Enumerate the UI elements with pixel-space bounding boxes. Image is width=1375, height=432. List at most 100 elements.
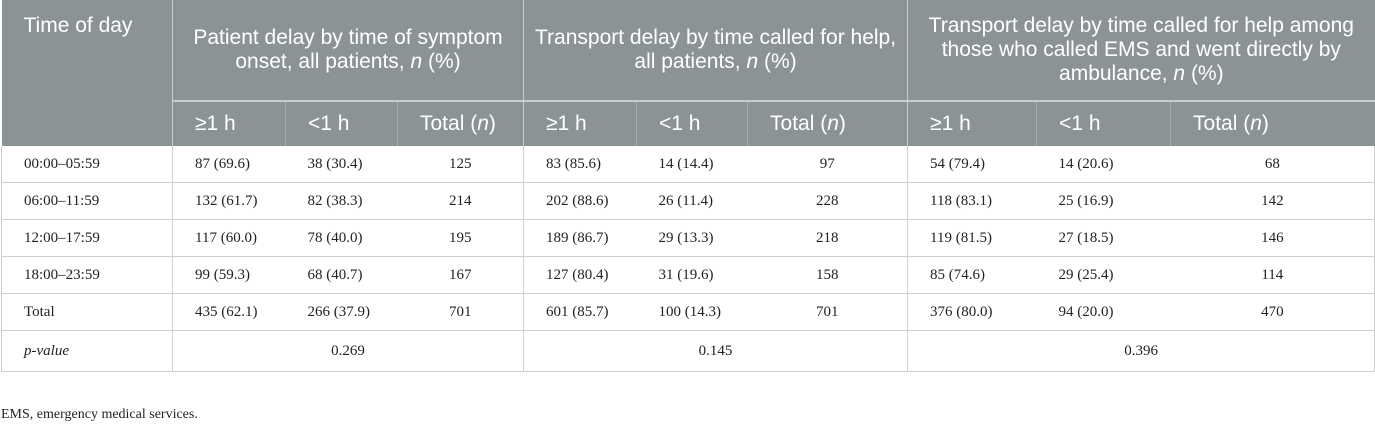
cell: 100 (14.3) — [636, 293, 748, 331]
text-piece: ) — [1261, 112, 1269, 135]
cell: 85 (74.6) — [907, 256, 1037, 294]
group-header: Transport delay by time called for help … — [907, 0, 1375, 102]
group-header: Transport delay by time called for help,… — [523, 0, 908, 102]
cell: 376 (80.0) — [907, 293, 1037, 331]
text-piece: <1 h — [308, 112, 350, 135]
text-piece: Transport delay by time called for help … — [928, 14, 1354, 85]
cell: 54 (79.4) — [907, 146, 1037, 183]
cell: 38 (30.4) — [285, 146, 398, 183]
cell: 146 — [1170, 219, 1375, 257]
cell: 118 (83.1) — [907, 182, 1037, 220]
text-piece: (%) — [422, 50, 461, 73]
text-piece: ) — [838, 112, 846, 135]
cell: 82 (38.3) — [285, 182, 398, 220]
p-value: 0.145 — [523, 330, 908, 372]
footnote: EMS, emergency medical services. — [1, 407, 198, 422]
data-row: 18:00–23:59 99 (59.3) 68 (40.7) 167 127 (80.… — [1, 256, 1375, 294]
cell: 83 (85.6) — [523, 146, 637, 183]
cell: 114 — [1170, 256, 1375, 294]
cell: 132 (61.7) — [172, 182, 286, 220]
p-value: 0.269 — [171, 330, 524, 372]
cell: 94 (20.0) — [1036, 293, 1171, 331]
text-piece: n — [827, 112, 839, 135]
cell: 167 — [397, 256, 524, 294]
subheader: Total (n) — [747, 101, 908, 146]
row-label: 12:00–17:59 — [1, 219, 173, 257]
cell: 26 (11.4) — [636, 182, 748, 220]
text-piece: n — [1173, 62, 1186, 85]
text-piece: n — [477, 112, 489, 135]
cell: 470 — [1170, 293, 1375, 331]
cell: 25 (16.9) — [1036, 182, 1171, 220]
subheader: <1 h — [285, 101, 398, 146]
subheader: <1 h — [636, 101, 748, 146]
text-piece: p — [24, 342, 32, 359]
cell: 266 (37.9) — [285, 293, 398, 331]
data-row: Total 435 (62.1) 266 (37.9) 701 601 (85.7) 10… — [1, 293, 1375, 331]
subheader: <1 h — [1036, 101, 1171, 146]
row-label: 06:00–11:59 — [1, 182, 173, 220]
cell: 127 (80.4) — [523, 256, 637, 294]
cell: 158 — [747, 256, 908, 294]
group-header: Patient delay by time of symptom onset, … — [171, 0, 524, 102]
cell: 435 (62.1) — [172, 293, 286, 331]
text-piece: (%) — [1185, 62, 1224, 85]
cell: 195 — [397, 219, 524, 257]
text-piece: ≥1 h — [195, 112, 236, 135]
header-row: Time of day Patient delay by time of symp… — [1, 0, 1375, 146]
cell: 31 (19.6) — [636, 256, 748, 294]
data-row: 00:00–05:59 87 (69.6) 38 (30.4) 125 83 (85.6… — [1, 146, 1375, 183]
text-piece: <1 h — [1059, 112, 1101, 135]
text-piece: Patient delay by time of symptom onset, … — [193, 26, 503, 73]
subheader: Total (n) — [1170, 101, 1375, 146]
subheader: ≥1 h — [523, 101, 637, 146]
text-piece: n — [746, 50, 759, 73]
cell: 601 (85.7) — [523, 293, 637, 331]
cell: 68 (40.7) — [285, 256, 398, 294]
cell: 189 (86.7) — [523, 219, 637, 257]
subheader: Total (n) — [396, 101, 524, 146]
cell: 701 — [747, 293, 908, 331]
text-piece: ≥1 h — [930, 112, 971, 135]
text-piece: <1 h — [659, 112, 701, 135]
cell: 117 (60.0) — [172, 219, 286, 257]
text-piece: -value — [31, 342, 69, 359]
text-piece: ) — [488, 112, 496, 135]
cell: 87 (69.6) — [172, 146, 286, 183]
row-label: p-value — [1, 330, 173, 372]
cell: 14 (20.6) — [1036, 146, 1171, 183]
row-label: Total — [1, 293, 173, 331]
cell: 142 — [1170, 182, 1375, 220]
p-value: 0.396 — [907, 330, 1375, 372]
text-piece: Total ( — [770, 112, 828, 135]
cell: 29 (13.3) — [636, 219, 748, 257]
cell: 14 (14.4) — [636, 146, 748, 183]
cell: 119 (81.5) — [907, 219, 1037, 257]
data-row: 06:00–11:59 132 (61.7) 82 (38.3) 214 202 (88… — [1, 182, 1375, 220]
p-value-row: p-value 0.269 0.145 0.396 — [1, 330, 1375, 372]
subheader: ≥1 h — [172, 101, 286, 146]
cell: 97 — [747, 146, 908, 183]
text-piece: Total ( — [420, 112, 478, 135]
cell: 218 — [747, 219, 908, 257]
row-label: 00:00–05:59 — [1, 146, 173, 183]
data-row: 12:00–17:59 117 (60.0) 78 (40.0) 195 189 (86… — [1, 219, 1375, 257]
text-piece: Total ( — [1193, 112, 1251, 135]
cell: 99 (59.3) — [172, 256, 286, 294]
text-piece: (%) — [758, 50, 797, 73]
row-label: 18:00–23:59 — [1, 256, 173, 294]
cell: 29 (25.4) — [1036, 256, 1171, 294]
cell: 125 — [397, 146, 524, 183]
data-table: Time of day Patient delay by time of symp… — [1, 0, 1375, 372]
text-piece: n — [1250, 112, 1262, 135]
subheader: ≥1 h — [907, 101, 1037, 146]
text-piece: Transport delay by time called for help,… — [535, 26, 897, 73]
cell: 214 — [397, 182, 524, 220]
header-cell: Time of day — [1, 0, 173, 146]
cell: 202 (88.6) — [523, 182, 637, 220]
cell: 228 — [747, 182, 908, 220]
cell: 68 — [1170, 146, 1375, 183]
subheader-row: ≥1 h <1 h Total (n) ≥1 h <1 h Total (n) ≥1 h <1… — [2, 101, 1375, 146]
cell: 78 (40.0) — [285, 219, 398, 257]
